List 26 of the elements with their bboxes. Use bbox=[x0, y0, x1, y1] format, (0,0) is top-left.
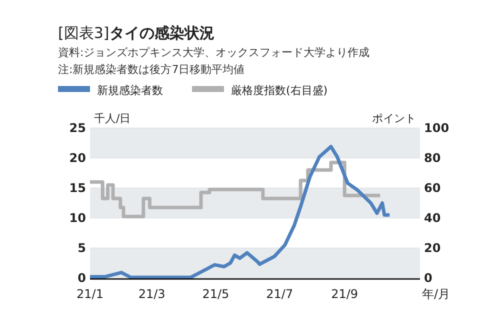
legend-label: 新規感染者数 bbox=[97, 84, 163, 97]
text: 注:新規感染者数は後方7日移動平均値 bbox=[58, 63, 245, 76]
y2-tick-label: 60 bbox=[424, 181, 441, 195]
x-tick-label: 21/1 bbox=[76, 287, 104, 301]
y2-tick-label: 100 bbox=[424, 121, 450, 135]
y-tick-label: 10 bbox=[69, 211, 86, 225]
y2-tick-label: 0 bbox=[424, 271, 432, 285]
x-tick-label: 21/7 bbox=[266, 287, 294, 301]
x-tick-label: 21/5 bbox=[202, 287, 230, 301]
y2-tick-label: 20 bbox=[424, 241, 441, 255]
line-series bbox=[88, 144, 392, 280]
y-tick-label: 5 bbox=[78, 241, 86, 255]
y2-axis-title: ポイント bbox=[372, 112, 416, 125]
y-tick-label: 0 bbox=[78, 271, 86, 285]
x-tick-label: 21/3 bbox=[138, 287, 166, 301]
y-tick-label: 15 bbox=[69, 181, 86, 195]
x-tick-label: 21/9 bbox=[331, 287, 358, 301]
text: 資料:ジョンズホプキンス大学、オックスフォード大学より作成 bbox=[58, 46, 370, 59]
y-tick-label: 20 bbox=[69, 151, 86, 165]
y-tick-label: 25 bbox=[69, 121, 86, 135]
y-axis-title: 千人/日 bbox=[94, 112, 131, 125]
y2-tick-label: 80 bbox=[424, 151, 441, 165]
y2-tick-label: 40 bbox=[424, 211, 441, 225]
chart-title: [図表3]タイの感染状況 bbox=[58, 24, 214, 42]
x-axis-title: 年/月 bbox=[422, 287, 450, 301]
legend-label: 厳格度指数(右目盛) bbox=[231, 84, 328, 97]
